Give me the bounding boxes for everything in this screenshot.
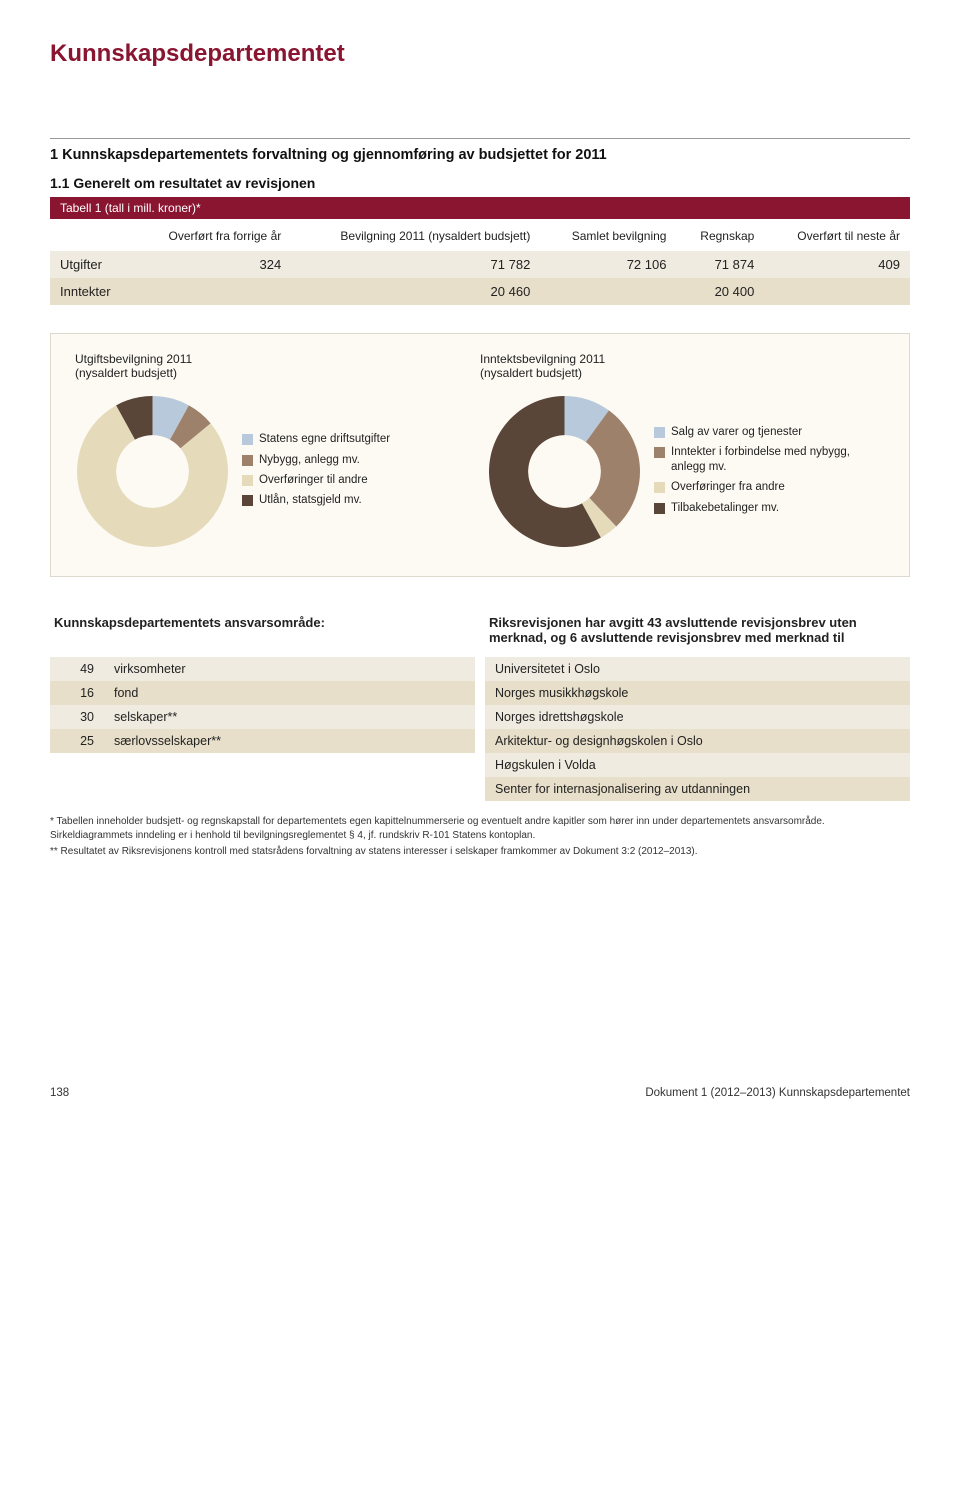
table-cell: 20 460 bbox=[291, 278, 540, 305]
legend-swatch bbox=[242, 455, 253, 466]
table-row: 30selskaper** bbox=[50, 705, 475, 729]
legend-item: Overføringer til andre bbox=[242, 473, 473, 487]
table-cell: virksomheter bbox=[104, 657, 475, 681]
chart-right-title-l1: Inntektsbevilgning 2011 bbox=[480, 352, 885, 366]
table-1-label: Tabell 1 (tall i mill. kroner)* bbox=[50, 197, 910, 219]
legend-label: Inntekter i forbindelse med nybygg, anle… bbox=[671, 445, 885, 474]
legend-label: Overføringer til andre bbox=[259, 473, 368, 487]
table-row: Senter for internasjonalisering av utdan… bbox=[485, 777, 910, 801]
table-cell: 20 400 bbox=[676, 278, 764, 305]
chart-left-title-l2: (nysaldert budsjett) bbox=[75, 366, 480, 380]
chart-right-title: Inntektsbevilgning 2011 (nysaldert budsj… bbox=[480, 352, 885, 380]
table-row: Norges idrettshøgskole bbox=[485, 705, 910, 729]
legend-item: Nybygg, anlegg mv. bbox=[242, 453, 473, 467]
table-row: Norges musikkhøgskole bbox=[485, 681, 910, 705]
table-cell bbox=[764, 278, 910, 305]
footer-page: 138 bbox=[50, 1087, 69, 1099]
section-1-1-heading: 1.1 Generelt om resultatet av revisjonen bbox=[50, 175, 910, 191]
table-cell: 16 bbox=[50, 681, 104, 705]
chart-left-title: Utgiftsbevilgning 2011 (nysaldert budsje… bbox=[75, 352, 480, 380]
legend-swatch bbox=[654, 427, 665, 438]
table-cell: 409 bbox=[764, 251, 910, 278]
table-cell: 71 782 bbox=[291, 251, 540, 278]
footnote: * Tabellen inneholder budsjett- og regns… bbox=[50, 815, 910, 842]
budget-col-header: Overført til neste år bbox=[764, 219, 910, 251]
table-cell: selskaper** bbox=[104, 705, 475, 729]
table-row: Utgifter32471 78272 10671 874409 bbox=[50, 251, 910, 278]
budget-col-header bbox=[50, 219, 134, 251]
charts-block: Utgiftsbevilgning 2011 (nysaldert budsje… bbox=[50, 333, 910, 577]
legend-swatch bbox=[654, 503, 665, 514]
table-row: Universitetet i Oslo bbox=[485, 657, 910, 681]
legend-item: Tilbakebetalinger mv. bbox=[654, 501, 885, 515]
donut-left bbox=[75, 394, 230, 552]
legend-label: Nybygg, anlegg mv. bbox=[259, 453, 360, 467]
table-cell: 49 bbox=[50, 657, 104, 681]
table-cell bbox=[134, 278, 291, 305]
legend-item: Statens egne driftsutgifter bbox=[242, 432, 473, 446]
table-cell: 30 bbox=[50, 705, 104, 729]
table-cell: 72 106 bbox=[540, 251, 676, 278]
table-row: 16fond bbox=[50, 681, 475, 705]
table-cell: Høgskulen i Volda bbox=[485, 753, 910, 777]
table-cell: 25 bbox=[50, 729, 104, 753]
table-cell: Norges idrettshøgskole bbox=[485, 705, 910, 729]
legend-label: Salg av varer og tjenester bbox=[671, 425, 802, 439]
legend-swatch bbox=[242, 434, 253, 445]
table-cell bbox=[540, 278, 676, 305]
legend-item: Utlån, statsgjeld mv. bbox=[242, 493, 473, 507]
footnote: ** Resultatet av Riksrevisjonens kontrol… bbox=[50, 845, 910, 859]
dept-title: Kunnskapsdepartementet bbox=[50, 40, 910, 68]
table-cell: fond bbox=[104, 681, 475, 705]
table-cell: Universitetet i Oslo bbox=[485, 657, 910, 681]
legend-swatch bbox=[242, 475, 253, 486]
ansvars-heading: Kunnskapsdepartementets ansvarsområde: bbox=[50, 615, 475, 657]
budget-col-header: Bevilgning 2011 (nysaldert budsjett) bbox=[291, 219, 540, 251]
lower-tables: Kunnskapsdepartementets ansvarsområde: 4… bbox=[50, 615, 910, 801]
budget-col-header: Regnskap bbox=[676, 219, 764, 251]
table-row: Arkitektur- og designhøgskolen i Oslo bbox=[485, 729, 910, 753]
footer-doc: Dokument 1 (2012–2013) Kunnskapsdepartem… bbox=[645, 1087, 910, 1099]
donut-right bbox=[487, 394, 642, 552]
merknad-heading: Riksrevisjonen har avgitt 43 avsluttende… bbox=[485, 615, 910, 657]
table-cell: Senter for internasjonalisering av utdan… bbox=[485, 777, 910, 801]
legend-label: Tilbakebetalinger mv. bbox=[671, 501, 779, 515]
legend-label: Statens egne driftsutgifter bbox=[259, 432, 390, 446]
table-cell: særlovsselskaper** bbox=[104, 729, 475, 753]
table-cell: 324 bbox=[134, 251, 291, 278]
table-cell: Norges musikkhøgskole bbox=[485, 681, 910, 705]
chart-left-title-l1: Utgiftsbevilgning 2011 bbox=[75, 352, 480, 366]
legend-left: Statens egne driftsutgifter Nybygg, anleg… bbox=[242, 432, 473, 514]
legend-item: Overføringer fra andre bbox=[654, 480, 885, 494]
chart-right-title-l2: (nysaldert budsjett) bbox=[480, 366, 885, 380]
budget-col-header: Overført fra forrige år bbox=[134, 219, 291, 251]
table-row: 25særlovsselskaper** bbox=[50, 729, 475, 753]
legend-item: Inntekter i forbindelse med nybygg, anle… bbox=[654, 445, 885, 474]
table-row: Inntekter 20 460 20 400 bbox=[50, 278, 910, 305]
table-row: 49virksomheter bbox=[50, 657, 475, 681]
footnotes: * Tabellen inneholder budsjett- og regns… bbox=[50, 815, 910, 859]
legend-right: Salg av varer og tjenester Inntekter i fo… bbox=[654, 425, 885, 521]
ansvars-table: 49virksomheter16fond30selskaper**25særlo… bbox=[50, 657, 475, 753]
section-1-heading: 1 Kunnskapsdepartementets forvaltning og… bbox=[50, 138, 910, 163]
legend-item: Salg av varer og tjenester bbox=[654, 425, 885, 439]
table-cell: Inntekter bbox=[50, 278, 134, 305]
legend-label: Overføringer fra andre bbox=[671, 480, 785, 494]
merknad-table: Universitetet i OsloNorges musikkhøgskol… bbox=[485, 657, 910, 801]
legend-swatch bbox=[654, 447, 665, 458]
table-cell: Arkitektur- og designhøgskolen i Oslo bbox=[485, 729, 910, 753]
budget-table: Overført fra forrige årBevilgning 2011 (… bbox=[50, 219, 910, 305]
table-row: Høgskulen i Volda bbox=[485, 753, 910, 777]
legend-swatch bbox=[242, 495, 253, 506]
table-cell: 71 874 bbox=[676, 251, 764, 278]
budget-col-header: Samlet bevilgning bbox=[540, 219, 676, 251]
table-cell: Utgifter bbox=[50, 251, 134, 278]
legend-label: Utlån, statsgjeld mv. bbox=[259, 493, 362, 507]
legend-swatch bbox=[654, 482, 665, 493]
